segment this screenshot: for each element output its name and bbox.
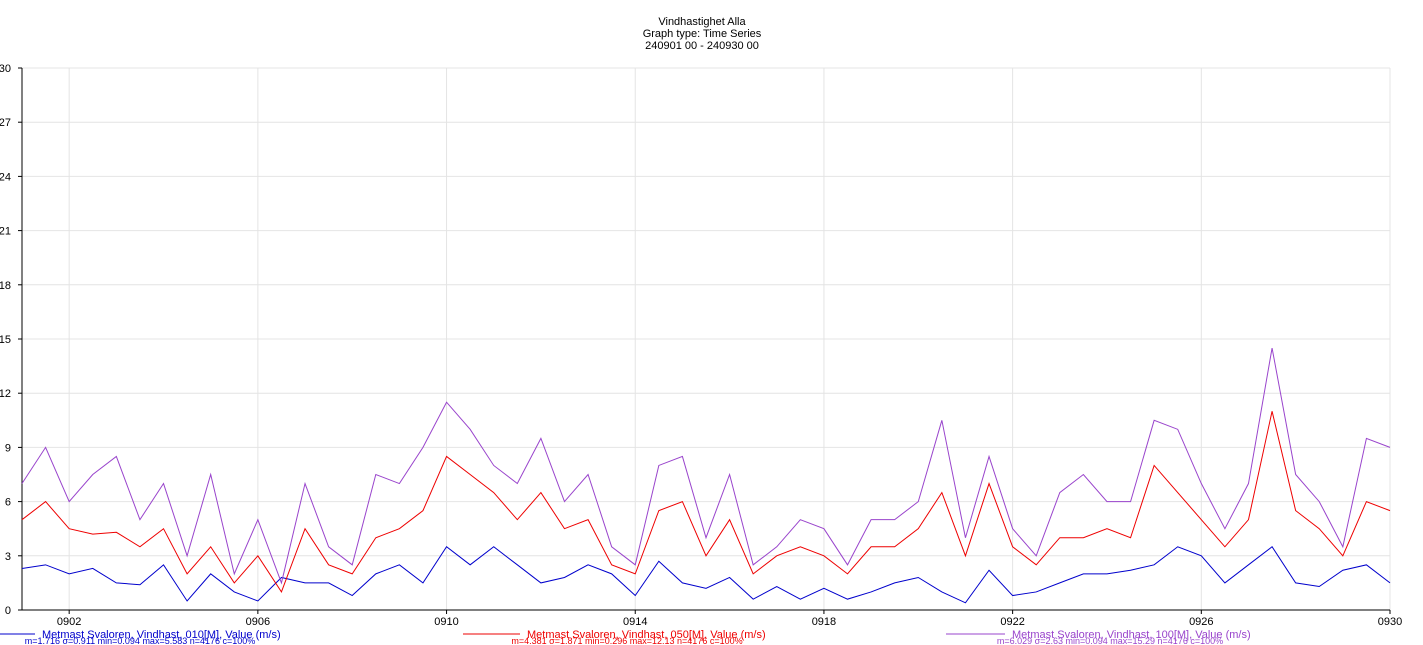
y-tick-label: 15 <box>0 334 11 346</box>
x-tick-label: 0914 <box>623 616 647 628</box>
y-tick-label: 12 <box>0 388 11 400</box>
y-tick-label: 3 <box>5 551 11 563</box>
x-tick-label: 0918 <box>812 616 836 628</box>
x-tick-label: 0906 <box>246 616 270 628</box>
y-tick-label: 24 <box>0 171 11 183</box>
x-tick-label: 0930 <box>1378 616 1402 628</box>
y-tick-label: 6 <box>5 497 11 509</box>
y-tick-label: 21 <box>0 226 11 238</box>
legend-label: Metmast Svaloren, Vindhast, 100[M], Valu… <box>1012 629 1251 641</box>
chart-period: 240901 00 - 240930 00 <box>645 40 759 52</box>
x-tick-label: 0902 <box>57 616 81 628</box>
legend-stats: m=4.381 σ=1.871 min=0.296 max=12.13 n=41… <box>511 636 742 645</box>
legend-label: Metmast Svaloren, Vindhast, 050[M], Valu… <box>527 629 766 641</box>
chart-subtitle: Graph type: Time Series <box>643 28 762 40</box>
chart-title: Vindhastighet Alla <box>658 16 746 28</box>
x-tick-label: 0926 <box>1189 616 1213 628</box>
y-tick-label: 18 <box>0 280 11 292</box>
legend-label: Metmast Svaloren, Vindhast, 010[M], Valu… <box>42 629 281 641</box>
legend-stats: m=1.716 σ=0.911 min=0.094 max=5.583 n=41… <box>25 636 256 645</box>
series-line <box>21 347 1391 585</box>
legend-stats: m=6.029 σ=2.63 min=0.094 max=15.29 n=417… <box>997 636 1223 645</box>
series-line <box>21 411 1391 594</box>
y-tick-label: 27 <box>0 117 11 129</box>
series-line <box>21 546 1391 604</box>
y-tick-label: 30 <box>0 63 11 75</box>
y-tick-label: 9 <box>5 442 11 454</box>
x-tick-label: 0910 <box>434 616 458 628</box>
y-tick-label: 0 <box>5 605 11 617</box>
x-tick-label: 0922 <box>1000 616 1024 628</box>
